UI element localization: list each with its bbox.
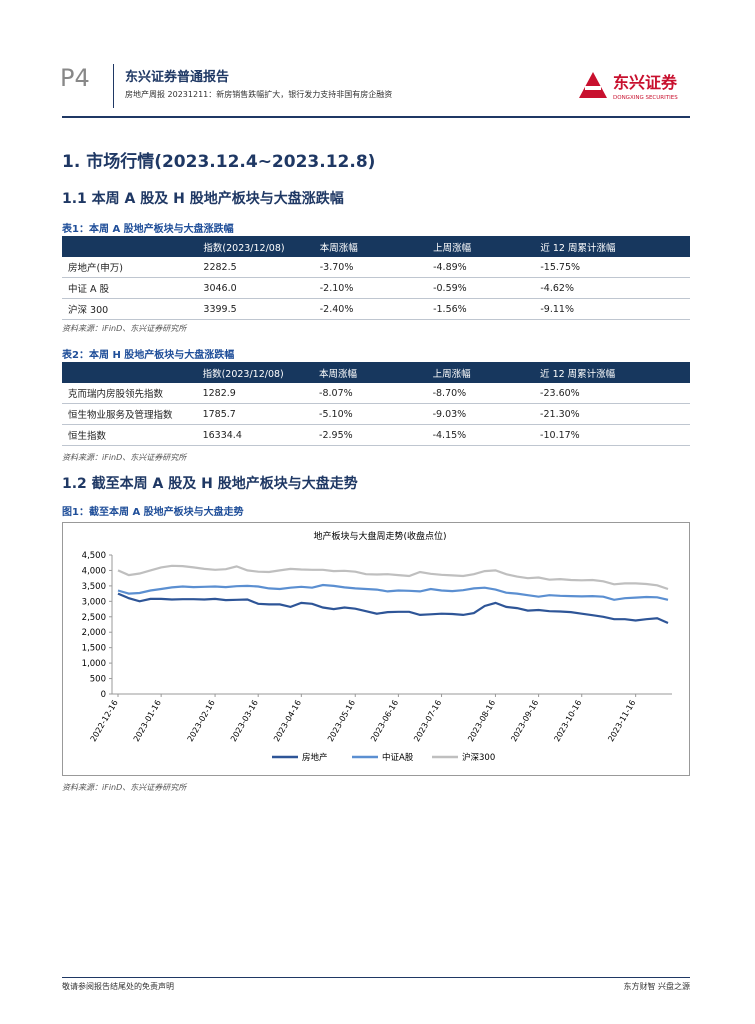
header-cell: 指数(2023/12/08) xyxy=(196,362,314,383)
footer-right: 东方财智 兴盘之源 xyxy=(623,982,690,991)
page-number: P4 xyxy=(60,64,90,92)
table-cell: 2282.5 xyxy=(197,257,314,278)
logo-icon xyxy=(579,72,607,98)
y-tick-label: 500 xyxy=(90,675,106,685)
header-row: 指数(2023/12/08) 本周涨幅 上周涨幅近 12 周累计涨幅 xyxy=(62,236,690,257)
table-cell: 3399.5 xyxy=(197,298,314,320)
table-cell: -10.17% xyxy=(534,424,690,446)
table-cell: -23.60% xyxy=(534,383,690,404)
header-cell: 上周涨幅 xyxy=(426,362,535,383)
table-cell: 中证 A 股 xyxy=(62,277,198,299)
series-line xyxy=(117,564,669,591)
chart-frame xyxy=(62,522,690,776)
logo: 东兴证券 DONGXING SECURITIES xyxy=(579,72,678,101)
logo-en: DONGXING SECURITIES xyxy=(613,95,678,101)
table-cell: 1785.7 xyxy=(196,403,314,425)
legend-label: 房地产 xyxy=(302,752,328,763)
source-note: 资料来源：iFinD、东兴证券研究所 xyxy=(62,453,187,462)
header-cell: 近 12 周累计涨幅 xyxy=(534,362,690,383)
header-cell: 指数(2023/12/08) xyxy=(197,236,314,257)
chart-title: 地产板块与大盘周走势(收盘点位) xyxy=(313,530,446,542)
header-cell: 本周涨幅 xyxy=(313,362,427,383)
source-note: 资料来源：iFinD、东兴证券研究所 xyxy=(62,324,187,333)
table-cell: 恒生物业服务及管理指数 xyxy=(62,403,197,425)
logo-name: 东兴证券 xyxy=(613,73,678,92)
legend-label: 中证A股 xyxy=(382,752,414,763)
table-cell: -0.59% xyxy=(427,277,535,299)
table: 指数(2023/12/08) 本周涨幅 上周涨幅近 12 周累计涨幅 房地产(申万) 2… xyxy=(62,236,690,320)
table-cell: -4.15% xyxy=(426,424,535,446)
table-cell: -15.75% xyxy=(534,257,690,278)
table-row: 房地产(申万) 2282.5 -3.70% -4.89% -15.75% xyxy=(62,257,690,278)
header-row: 指数(2023/12/08) 本周涨幅 上周涨幅近 12 周累计涨幅 xyxy=(62,362,690,383)
series-line xyxy=(117,583,669,601)
subsection-title: 1.2 截至本周 A 股及 H 股地产板块与大盘走势 xyxy=(62,476,358,492)
table-caption: 表2：本周 H 股地产板块与大盘涨跌幅 xyxy=(62,350,235,361)
table-cell: -2.10% xyxy=(313,277,428,299)
logo-icon xyxy=(585,86,601,90)
header-cell: 近 12 周累计涨幅 xyxy=(534,236,690,257)
header-cell xyxy=(62,236,198,257)
figure-caption: 图1：截至本周 A 股地产板块与大盘走势 xyxy=(62,507,244,518)
table-cell: 房地产(申万) xyxy=(62,257,198,278)
header-rule xyxy=(62,116,690,118)
y-tick-label: 0 xyxy=(101,690,106,700)
source-note: 资料来源：iFinD、东兴证券研究所 xyxy=(62,783,187,792)
y-tick-label: 1,000 xyxy=(82,659,106,669)
footer-rule xyxy=(62,977,690,978)
table-row: 克而瑞内房股领先指数 1282.9 -8.07% -8.70% -23.60% xyxy=(62,383,690,404)
table-caption: 表1：本周 A 股地产板块与大盘涨跌幅 xyxy=(62,224,234,235)
table-cell: 恒生指数 xyxy=(62,424,197,446)
table-row: 恒生指数 16334.4 -2.95% -4.15% -10.17% xyxy=(62,424,690,446)
report-type: 东兴证券普通报告 xyxy=(125,70,230,85)
header-cell: 本周涨幅 xyxy=(313,236,428,257)
table-cell: -2.95% xyxy=(313,424,427,446)
table-row: 中证 A 股 3046.0 -2.10% -0.59% -4.62% xyxy=(62,277,690,299)
table-cell: -1.56% xyxy=(427,298,535,320)
divider xyxy=(113,64,114,108)
header-cell xyxy=(62,362,197,383)
table-cell: 1282.9 xyxy=(196,383,314,404)
table-cell: -3.70% xyxy=(313,257,428,278)
table-cell: -21.30% xyxy=(534,403,690,425)
subsection-title: 1.1 本周 A 股及 H 股地产板块与大盘涨跌幅 xyxy=(62,191,344,207)
table-cell: -2.40% xyxy=(313,298,428,320)
y-tick-label: 4,500 xyxy=(82,551,106,561)
series-line xyxy=(117,592,669,625)
y-tick-label: 4,000 xyxy=(82,566,106,576)
table-cell: -8.70% xyxy=(426,383,535,404)
legend-label: 沪深300 xyxy=(462,752,495,763)
y-tick-label: 1,500 xyxy=(82,644,106,654)
section-title: 1. 市场行情(2023.12.4~2023.12.8) xyxy=(62,152,376,172)
y-tick-label: 2,000 xyxy=(82,628,106,638)
footer-left: 敬请参阅报告结尾处的免责声明 xyxy=(62,982,174,991)
table-cell: 克而瑞内房股领先指数 xyxy=(62,383,197,404)
y-tick-label: 3,500 xyxy=(82,582,106,592)
table-cell: -9.11% xyxy=(534,298,690,320)
table-cell: -9.03% xyxy=(426,403,535,425)
table-cell: 3046.0 xyxy=(197,277,314,299)
table-row: 恒生物业服务及管理指数 1785.7 -5.10% -9.03% -21.30% xyxy=(62,403,690,425)
table-cell: -4.89% xyxy=(427,257,535,278)
table-row: 沪深 300 3399.5 -2.40% -1.56% -9.11% xyxy=(62,298,690,320)
table-cell: -8.07% xyxy=(313,383,427,404)
table-cell: -4.62% xyxy=(534,277,690,299)
table-cell: 16334.4 xyxy=(196,424,314,446)
table-cell: 沪深 300 xyxy=(62,298,198,320)
chart: 地产板块与大盘周走势(收盘点位) 0 500 1,000 1,500 2,000 2,50… xyxy=(62,522,690,776)
report-subtitle: 房地产周报 20231211：新房销售跌幅扩大，银行发力支持非国有房企融资 xyxy=(125,90,393,99)
table: 指数(2023/12/08) 本周涨幅 上周涨幅近 12 周累计涨幅 克而瑞内房股领先… xyxy=(62,362,690,446)
table-cell: -5.10% xyxy=(313,403,427,425)
y-tick-label: 2,500 xyxy=(82,613,106,623)
header-cell: 上周涨幅 xyxy=(427,236,535,257)
y-tick-label: 3,000 xyxy=(82,597,106,607)
